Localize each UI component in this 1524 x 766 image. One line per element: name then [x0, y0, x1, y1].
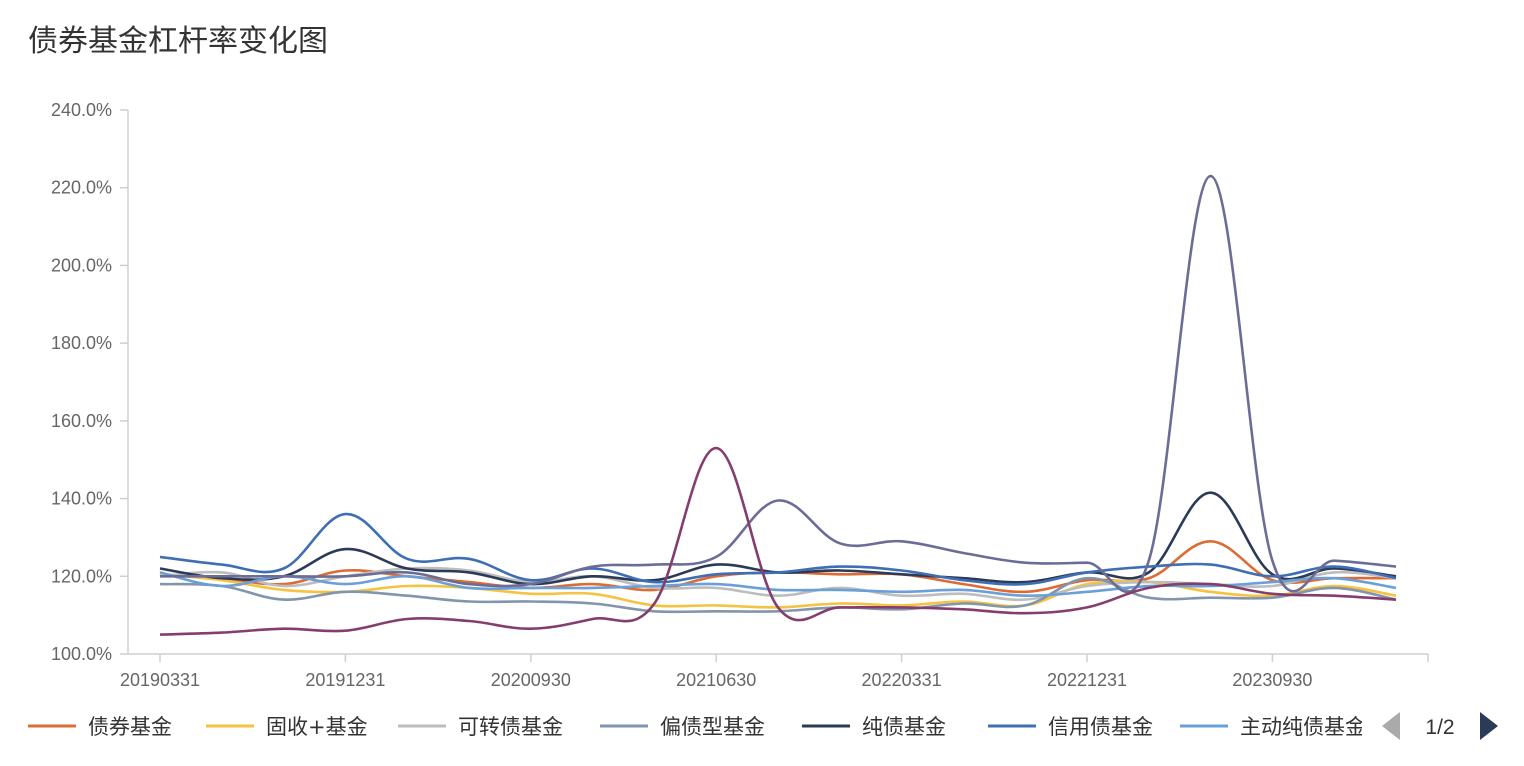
x-tick-label: 20191231	[305, 670, 385, 690]
x-tick-label: 20190331	[120, 670, 200, 690]
y-tick-label: 200.0%	[51, 255, 112, 275]
legend-item[interactable]: 固收+基金	[206, 715, 368, 739]
legend-label: 可转债基金	[458, 715, 563, 739]
series-line-5[interactable]	[159, 512, 1397, 586]
y-tick-label: 220.0%	[51, 178, 112, 198]
x-tick-label: 20230930	[1232, 670, 1312, 690]
legend-item[interactable]: 债券基金	[28, 715, 172, 739]
legend-item[interactable]: 主动纯债基金	[1180, 715, 1366, 739]
series-line-8[interactable]	[159, 446, 1397, 636]
legend-label: 信用债基金	[1048, 715, 1153, 739]
x-tick-label: 20210630	[676, 670, 756, 690]
legend-item[interactable]: 纯债基金	[802, 715, 946, 739]
legend: 债券基金 固收+基金 可转债基金 偏债型基金 纯债基金 信用债基金 主动纯债基金	[28, 715, 1366, 739]
legend-label: 债券基金	[88, 715, 172, 739]
y-tick-label: 160.0%	[51, 411, 112, 431]
y-tick-label: 120.0%	[51, 566, 112, 586]
legend-page-indicator: 1/2	[1425, 716, 1454, 739]
legend-label: 偏债型基金	[660, 715, 765, 739]
series-line-7[interactable]	[159, 174, 1397, 594]
x-tick-label: 20200930	[491, 670, 571, 690]
y-tick-label: 180.0%	[51, 333, 112, 353]
x-tick-label: 20221231	[1047, 670, 1127, 690]
y-tick-label: 140.0%	[51, 489, 112, 509]
legend-next-icon[interactable]	[1480, 712, 1498, 740]
legend-label: 固收+基金	[266, 715, 368, 739]
legend-prev-icon[interactable]	[1382, 712, 1400, 740]
legend-item[interactable]: 信用债基金	[988, 715, 1153, 739]
series-line-6[interactable]	[159, 571, 1397, 598]
legend-item[interactable]: 偏债型基金	[600, 715, 765, 739]
series-line-3[interactable]	[159, 576, 1397, 614]
chart-title: 债券基金杠杆率变化图	[28, 24, 328, 59]
x-tick-label: 20220331	[862, 670, 942, 690]
y-tick-label: 100.0%	[51, 644, 112, 664]
legend-label: 主动纯债基金	[1240, 715, 1366, 739]
y-tick-label: 240.0%	[51, 100, 112, 120]
legend-label: 纯债基金	[862, 715, 946, 739]
legend-item[interactable]: 可转债基金	[398, 715, 563, 739]
